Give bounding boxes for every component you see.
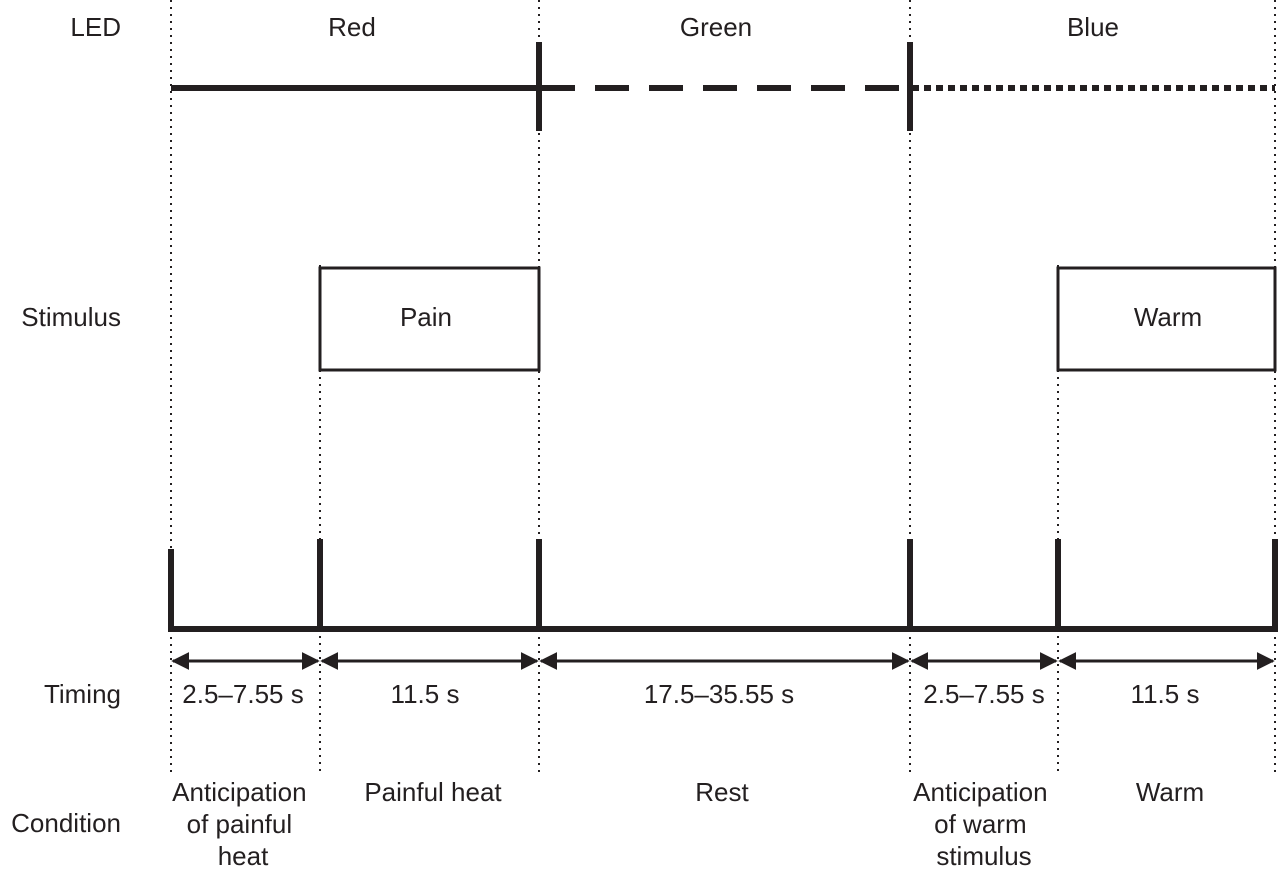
stimulus-label-warm: Warm [1134, 302, 1202, 332]
condition-line: stimulus [936, 841, 1031, 871]
condition-label-anticipation-warm: Anticipation of warm stimulus [913, 777, 1055, 871]
timing-labels: 2.5–7.55 s 11.5 s 17.5–35.55 s 2.5–7.55 … [182, 679, 1199, 709]
led-row: Red Green Blue [171, 12, 1275, 131]
condition-line: Painful heat [364, 777, 502, 807]
condition-line: Rest [695, 777, 749, 807]
condition-line: of painful [187, 809, 293, 839]
row-label-condition: Condition [11, 808, 121, 838]
condition-label-warm: Warm [1136, 777, 1204, 807]
stimulus-box-warm [1056, 266, 1277, 372]
condition-label-anticipation-pain: Anticipation of painful heat [172, 777, 314, 871]
timing-label-rest: 17.5–35.55 s [644, 679, 794, 709]
condition-line: Anticipation [913, 777, 1047, 807]
row-label-led: LED [70, 12, 121, 42]
condition-labels: Anticipation of painful heat Painful hea… [172, 777, 1204, 871]
row-label-stimulus: Stimulus [21, 302, 121, 332]
condition-line: heat [218, 841, 269, 871]
timing-label-warm: 11.5 s [1131, 679, 1200, 709]
led-phase-label-green: Green [680, 12, 752, 42]
event-timeline [168, 539, 1278, 632]
stimulus-label-pain: Pain [400, 302, 452, 332]
condition-line: of warm [934, 809, 1026, 839]
timing-label-anticipation-warm: 2.5–7.55 s [923, 679, 1044, 709]
row-label-timing: Timing [44, 679, 121, 709]
condition-label-rest: Rest [695, 777, 749, 807]
timing-label-anticipation-pain: 2.5–7.55 s [182, 679, 303, 709]
led-phase-label-red: Red [328, 12, 376, 42]
condition-label-painful-heat: Painful heat [364, 777, 502, 807]
stimulus-box-pain [318, 266, 541, 372]
condition-line: Warm [1136, 777, 1204, 807]
condition-line: Anticipation [172, 777, 306, 807]
led-phase-label-blue: Blue [1067, 12, 1119, 42]
guide-lines [170, 0, 1276, 775]
stimulus-row: Pain Warm [318, 266, 1277, 372]
timing-label-pain: 11.5 s [391, 679, 460, 709]
